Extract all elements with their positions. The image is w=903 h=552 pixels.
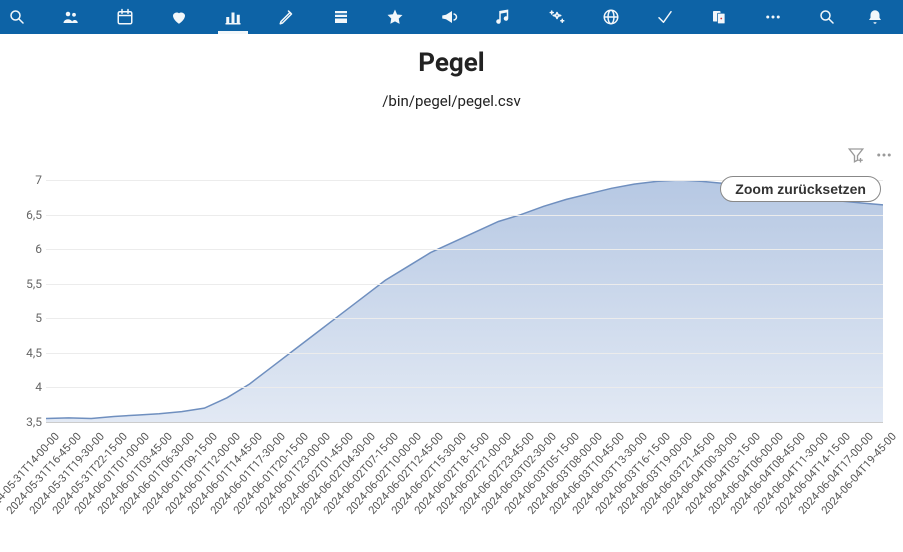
search-icon[interactable] <box>818 8 836 26</box>
sparkle-icon[interactable] <box>548 8 566 26</box>
gridline <box>46 249 883 250</box>
filter-add-icon[interactable] <box>847 146 865 164</box>
gridline <box>46 284 883 285</box>
y-tick-label: 3,5 <box>6 415 42 429</box>
music-icon[interactable] <box>494 8 512 26</box>
y-tick-label: 6,5 <box>6 208 42 222</box>
bar-chart-icon[interactable] <box>224 8 242 26</box>
chart-plot-area[interactable] <box>46 180 883 422</box>
y-tick-label: 5 <box>6 311 42 325</box>
calendar-icon[interactable] <box>116 8 134 26</box>
page-title: Pegel <box>0 48 903 78</box>
stack-icon[interactable] <box>332 8 350 26</box>
x-axis-labels: 2024-05-31T14-00-002024-05-31T16-45-0020… <box>46 430 883 530</box>
globe-icon[interactable] <box>602 8 620 26</box>
gridline <box>46 353 883 354</box>
check-icon[interactable] <box>656 8 674 26</box>
toolbar-left <box>8 8 782 26</box>
y-tick-label: 4,5 <box>6 346 42 360</box>
zoom-reset-button[interactable]: Zoom zurücksetzen <box>720 176 881 202</box>
more-icon[interactable] <box>875 146 893 164</box>
bell-icon[interactable] <box>866 8 884 26</box>
megaphone-icon[interactable] <box>440 8 458 26</box>
gridline <box>46 422 883 423</box>
chart: Zoom zurücksetzen 2024-05-31T14-00-00202… <box>0 170 903 530</box>
heart-icon[interactable] <box>170 8 188 26</box>
pencil-icon[interactable] <box>278 8 296 26</box>
toolbar-right <box>818 8 903 26</box>
search-icon[interactable] <box>8 8 26 26</box>
chart-area-fill <box>46 180 883 422</box>
y-tick-label: 5,5 <box>6 277 42 291</box>
people-icon[interactable] <box>62 8 80 26</box>
y-tick-label: 6 <box>6 242 42 256</box>
star-icon[interactable] <box>386 8 404 26</box>
y-tick-label: 7 <box>6 173 42 187</box>
cards-icon[interactable] <box>710 8 728 26</box>
chart-controls <box>0 136 903 164</box>
top-toolbar <box>0 0 903 34</box>
page: Pegel /bin/pegel/pegel.csv Zoom zurückse… <box>0 34 903 530</box>
gridline <box>46 215 883 216</box>
y-tick-label: 4 <box>6 380 42 394</box>
gridline <box>46 318 883 319</box>
page-subtitle: /bin/pegel/pegel.csv <box>0 92 903 110</box>
gridline <box>46 387 883 388</box>
more-icon[interactable] <box>764 8 782 26</box>
